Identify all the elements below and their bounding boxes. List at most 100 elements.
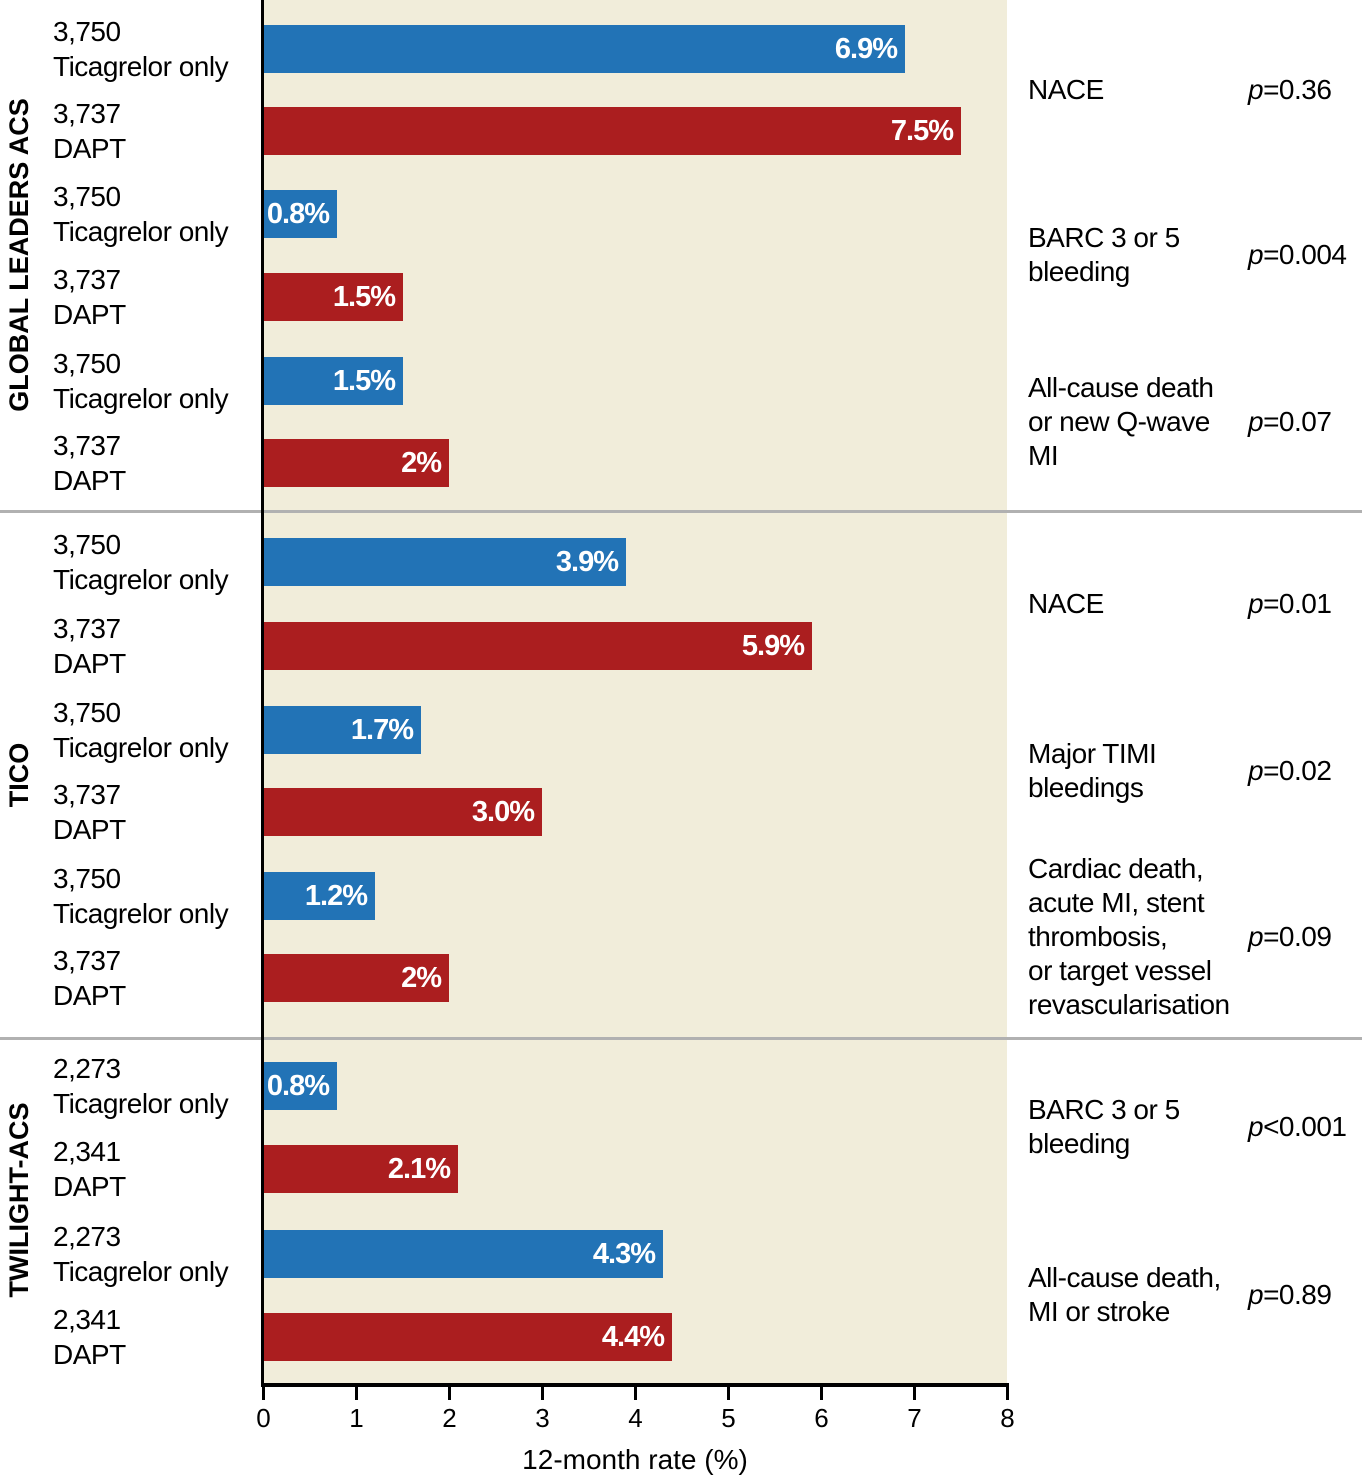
outcome-label: Major TIMI bleedings (1028, 737, 1246, 805)
row-count-label: 3,737 (53, 98, 121, 129)
x-tick-label: 5 (721, 1403, 735, 1433)
outcome-label-line: BARC 3 or 5 (1028, 222, 1180, 253)
x-tick (727, 1387, 730, 1400)
outcome-label: BARC 3 or 5 bleeding (1028, 1093, 1246, 1161)
row-label: 2,273 Ticagrelor only (53, 1219, 259, 1289)
x-tick-label: 0 (256, 1403, 270, 1433)
bar-value-label: 1.5% (332, 281, 396, 313)
row-arm-label: DAPT (53, 133, 126, 164)
bar-dapt: 2.1% (263, 1145, 458, 1193)
outcome-label-line: Major TIMI (1028, 738, 1157, 769)
outcome-label-line: bleedings (1028, 772, 1144, 803)
bar-value-label: 3.0% (471, 796, 535, 828)
separator-line (0, 1037, 1362, 1040)
row-arm-label: DAPT (53, 980, 126, 1011)
p-symbol: p (1248, 1111, 1264, 1142)
row-arm-label: Ticagrelor only (53, 1256, 229, 1287)
row-count-label: 3,750 (53, 529, 121, 560)
bar-value-label: 0.8% (266, 198, 330, 230)
row-label: 3,750 Ticagrelor only (53, 346, 259, 416)
x-tick-label: 8 (1000, 1403, 1014, 1433)
outcome-label: All-cause death, MI or stroke (1028, 1261, 1246, 1329)
x-axis-title: 12-month rate (%) (522, 1444, 748, 1475)
row-arm-label: DAPT (53, 648, 126, 679)
outcome-label-line: or target vessel (1028, 955, 1212, 986)
p-value-text: =0.004 (1263, 239, 1347, 270)
row-arm-label: Ticagrelor only (53, 564, 229, 595)
x-tick-label: 4 (628, 1403, 642, 1433)
x-tick (541, 1387, 544, 1400)
row-label: 3,737 DAPT (53, 777, 259, 847)
p-value-label: p<0.001 (1248, 1111, 1362, 1143)
x-tick-label: 6 (814, 1403, 828, 1433)
bar-dapt: 2% (263, 439, 449, 487)
row-count-label: 3,750 (53, 348, 121, 379)
bar-dapt: 5.9% (263, 622, 812, 670)
bar-value-label: 1.2% (304, 880, 368, 912)
row-label: 3,750 Ticagrelor only (53, 861, 259, 931)
p-symbol: p (1248, 239, 1264, 270)
p-value-text: =0.07 (1263, 406, 1332, 437)
trial-section-label: GLOBAL LEADERS ACS (4, 98, 34, 412)
row-arm-label: DAPT (53, 299, 126, 330)
p-value-label: p=0.01 (1248, 588, 1362, 620)
row-arm-label: DAPT (53, 814, 126, 845)
p-symbol: p (1248, 588, 1264, 619)
outcome-label-line: NACE (1028, 588, 1104, 619)
p-value-text: =0.01 (1263, 588, 1332, 619)
bar-dapt: 3.0% (263, 788, 542, 836)
row-label: 3,750 Ticagrelor only (53, 14, 259, 84)
bar-value-label: 7.5% (890, 115, 954, 147)
x-tick (448, 1387, 451, 1400)
y-axis-line (261, 0, 264, 1385)
bar-dapt: 7.5% (263, 107, 961, 155)
x-tick (820, 1387, 823, 1400)
separator-line (0, 510, 1362, 513)
p-value-label: p=0.36 (1248, 74, 1362, 106)
p-value-text: =0.36 (1263, 74, 1332, 105)
p-symbol: p (1248, 755, 1264, 786)
x-tick (355, 1387, 358, 1400)
row-label: 3,750 Ticagrelor only (53, 695, 259, 765)
row-arm-label: Ticagrelor only (53, 898, 229, 929)
bar-value-label: 2.1% (387, 1153, 451, 1185)
outcome-label-line: BARC 3 or 5 (1028, 1094, 1180, 1125)
bar-value-label: 2% (401, 962, 442, 994)
bar-value-label: 4.3% (592, 1238, 656, 1270)
bar-value-label: 0.8% (266, 1070, 330, 1102)
bar-dapt: 4.4% (263, 1313, 672, 1361)
x-tick (913, 1387, 916, 1400)
row-arm-label: Ticagrelor only (53, 732, 229, 763)
row-arm-label: DAPT (53, 1339, 126, 1370)
row-count-label: 2,341 (53, 1304, 121, 1335)
row-arm-label: Ticagrelor only (53, 216, 229, 247)
outcome-label: All-cause death or new Q-wave MI (1028, 371, 1246, 473)
row-count-label: 2,341 (53, 1136, 121, 1167)
outcome-label-line: Cardiac death, (1028, 853, 1204, 884)
p-symbol: p (1248, 406, 1264, 437)
row-count-label: 3,750 (53, 863, 121, 894)
bar-ticagrelor: 4.3% (263, 1230, 663, 1278)
outcome-label-line: All-cause death (1028, 372, 1214, 403)
bar-ticagrelor: 1.2% (263, 872, 375, 920)
outcome-label: Cardiac death, acute MI, stent thrombosis,… (1028, 852, 1246, 1022)
row-label: 3,750 Ticagrelor only (53, 527, 259, 597)
x-tick-label: 1 (349, 1403, 363, 1433)
row-count-label: 3,750 (53, 16, 121, 47)
p-value-text: =0.09 (1263, 921, 1332, 952)
row-label: 2,341 DAPT (53, 1302, 259, 1372)
outcome-label: NACE (1028, 73, 1246, 107)
bar-value-label: 3.9% (555, 546, 619, 578)
outcome-label-line: All-cause death, (1028, 1262, 1221, 1293)
p-value-text: =0.89 (1263, 1279, 1332, 1310)
trial-section-label: TWILIGHT-ACS (4, 1102, 34, 1298)
p-value-text: =0.02 (1263, 755, 1332, 786)
outcome-label: NACE (1028, 587, 1246, 621)
row-label: 3,737 DAPT (53, 262, 259, 332)
bar-value-label: 2% (401, 447, 442, 479)
row-count-label: 3,737 (53, 779, 121, 810)
bar-dapt: 2% (263, 954, 449, 1002)
row-label: 3,737 DAPT (53, 96, 259, 166)
p-value-label: p=0.07 (1248, 406, 1362, 438)
